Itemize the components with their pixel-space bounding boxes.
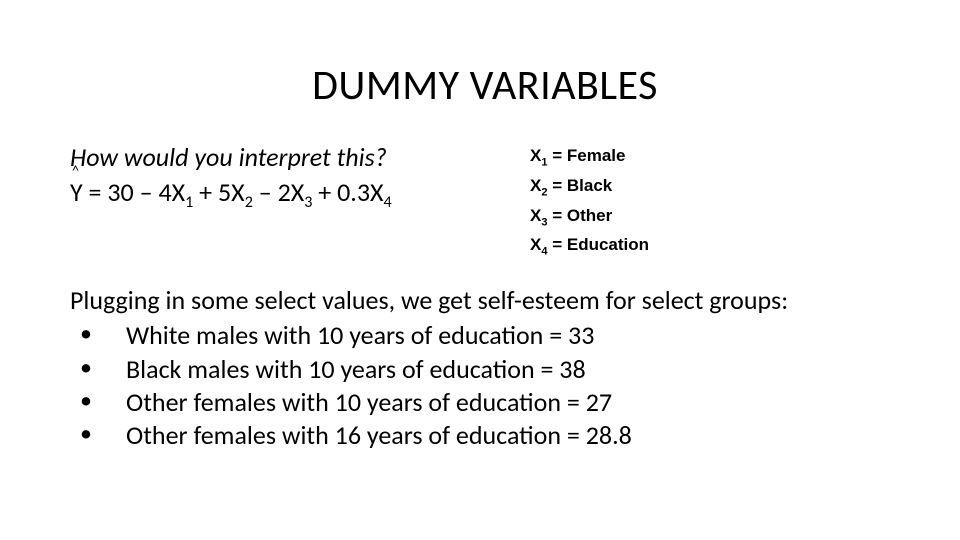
eq-part-3: – 2X bbox=[253, 176, 304, 208]
slide-title: DUMMY VARIABLES bbox=[70, 60, 900, 111]
def-x1: X1 = Female bbox=[530, 141, 900, 171]
def-x2-post: = Black bbox=[548, 176, 613, 195]
lower-section: Plugging in some select values, we get s… bbox=[70, 284, 900, 452]
list-item: Other females with 16 years of education… bbox=[70, 419, 900, 452]
left-column: How would you interpret this? ^ Y = 30 –… bbox=[70, 141, 490, 208]
list-item: Black males with 10 years of education =… bbox=[70, 353, 900, 386]
eq-part-4: + 0.3X bbox=[312, 176, 383, 208]
y-letter: Y bbox=[70, 176, 83, 208]
definitions-column: X1 = Female X2 = Black X3 = Other X4 = E… bbox=[490, 141, 900, 260]
def-x4-post: = Education bbox=[548, 235, 650, 254]
def-x3-post: = Other bbox=[548, 206, 613, 225]
def-x4: X4 = Education bbox=[530, 230, 900, 260]
y-hat: ^ Y bbox=[70, 176, 83, 209]
upper-row: How would you interpret this? ^ Y = 30 –… bbox=[70, 141, 900, 260]
intro-text: Plugging in some select values, we get s… bbox=[70, 284, 900, 317]
def-x3-pre: X bbox=[530, 206, 541, 225]
def-x2-pre: X bbox=[530, 176, 541, 195]
def-x1-post: = Female bbox=[548, 146, 626, 165]
def-x4-pre: X bbox=[530, 235, 541, 254]
def-x3: X3 = Other bbox=[530, 201, 900, 231]
eq-sub-2: 2 bbox=[245, 193, 253, 212]
eq-part-1: = 30 – 4X bbox=[83, 176, 185, 208]
list-item: Other females with 10 years of education… bbox=[70, 386, 900, 419]
eq-sub-4: 4 bbox=[384, 193, 392, 212]
regression-equation: ^ Y = 30 – 4X1 + 5X2 – 2X3 + 0.3X4 bbox=[70, 176, 490, 209]
eq-part-2: + 5X bbox=[193, 176, 244, 208]
question-text: How would you interpret this? bbox=[70, 141, 490, 174]
def-x1-pre: X bbox=[530, 146, 541, 165]
caret-symbol: ^ bbox=[72, 164, 79, 178]
def-x2: X2 = Black bbox=[530, 171, 900, 201]
bullet-list: White males with 10 years of education =… bbox=[70, 319, 900, 452]
slide-container: DUMMY VARIABLES How would you interpret … bbox=[0, 0, 960, 540]
list-item: White males with 10 years of education =… bbox=[70, 319, 900, 352]
